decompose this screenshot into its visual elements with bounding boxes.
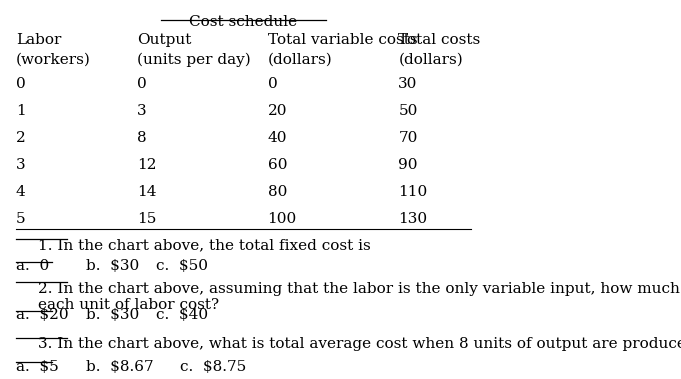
Text: Total variable costs: Total variable costs	[268, 33, 417, 47]
Text: 50: 50	[398, 104, 417, 118]
Text: Labor: Labor	[16, 33, 61, 47]
Text: b.  $30: b. $30	[86, 308, 140, 322]
Text: a.  0: a. 0	[16, 259, 49, 273]
Text: 0: 0	[16, 77, 26, 91]
Text: 20: 20	[268, 104, 287, 118]
Text: (dollars): (dollars)	[268, 52, 332, 66]
Text: c.  $8.75: c. $8.75	[180, 360, 247, 374]
Text: 110: 110	[398, 185, 428, 199]
Text: Output: Output	[137, 33, 191, 47]
Text: b.  $8.67: b. $8.67	[86, 360, 154, 374]
Text: 4: 4	[16, 185, 26, 199]
Text: 8: 8	[137, 131, 146, 145]
Text: 14: 14	[137, 185, 157, 199]
Text: Cost schedule: Cost schedule	[189, 14, 298, 28]
Text: a.  $20: a. $20	[16, 308, 69, 322]
Text: 0: 0	[137, 77, 146, 91]
Text: 3: 3	[16, 158, 25, 172]
Text: 130: 130	[398, 212, 428, 226]
Text: 100: 100	[268, 212, 297, 226]
Text: 1. In the chart above, the total fixed cost is: 1. In the chart above, the total fixed c…	[37, 238, 370, 252]
Text: 12: 12	[137, 158, 157, 172]
Text: (units per day): (units per day)	[137, 52, 251, 67]
Text: b.  $30: b. $30	[86, 259, 140, 273]
Text: c.  $40: c. $40	[156, 308, 208, 322]
Text: 3. In the chart above, what is total average cost when 8 units of output are pro: 3. In the chart above, what is total ave…	[37, 337, 681, 351]
Text: Total costs: Total costs	[398, 33, 481, 47]
Text: 3: 3	[137, 104, 146, 118]
Text: 0: 0	[268, 77, 277, 91]
Text: 70: 70	[398, 131, 417, 145]
Text: a.  $5: a. $5	[16, 360, 59, 374]
Text: c.  $50: c. $50	[156, 259, 208, 273]
Text: 15: 15	[137, 212, 157, 226]
Text: 5: 5	[16, 212, 25, 226]
Text: 2. In the chart above, assuming that the labor is the only variable input, how m: 2. In the chart above, assuming that the…	[37, 282, 681, 312]
Text: 2: 2	[16, 131, 26, 145]
Text: 1: 1	[16, 104, 26, 118]
Text: 90: 90	[398, 158, 418, 172]
Text: (workers): (workers)	[16, 52, 91, 66]
Text: 30: 30	[398, 77, 417, 91]
Text: 40: 40	[268, 131, 287, 145]
Text: (dollars): (dollars)	[398, 52, 463, 66]
Text: 80: 80	[268, 185, 287, 199]
Text: 60: 60	[268, 158, 287, 172]
